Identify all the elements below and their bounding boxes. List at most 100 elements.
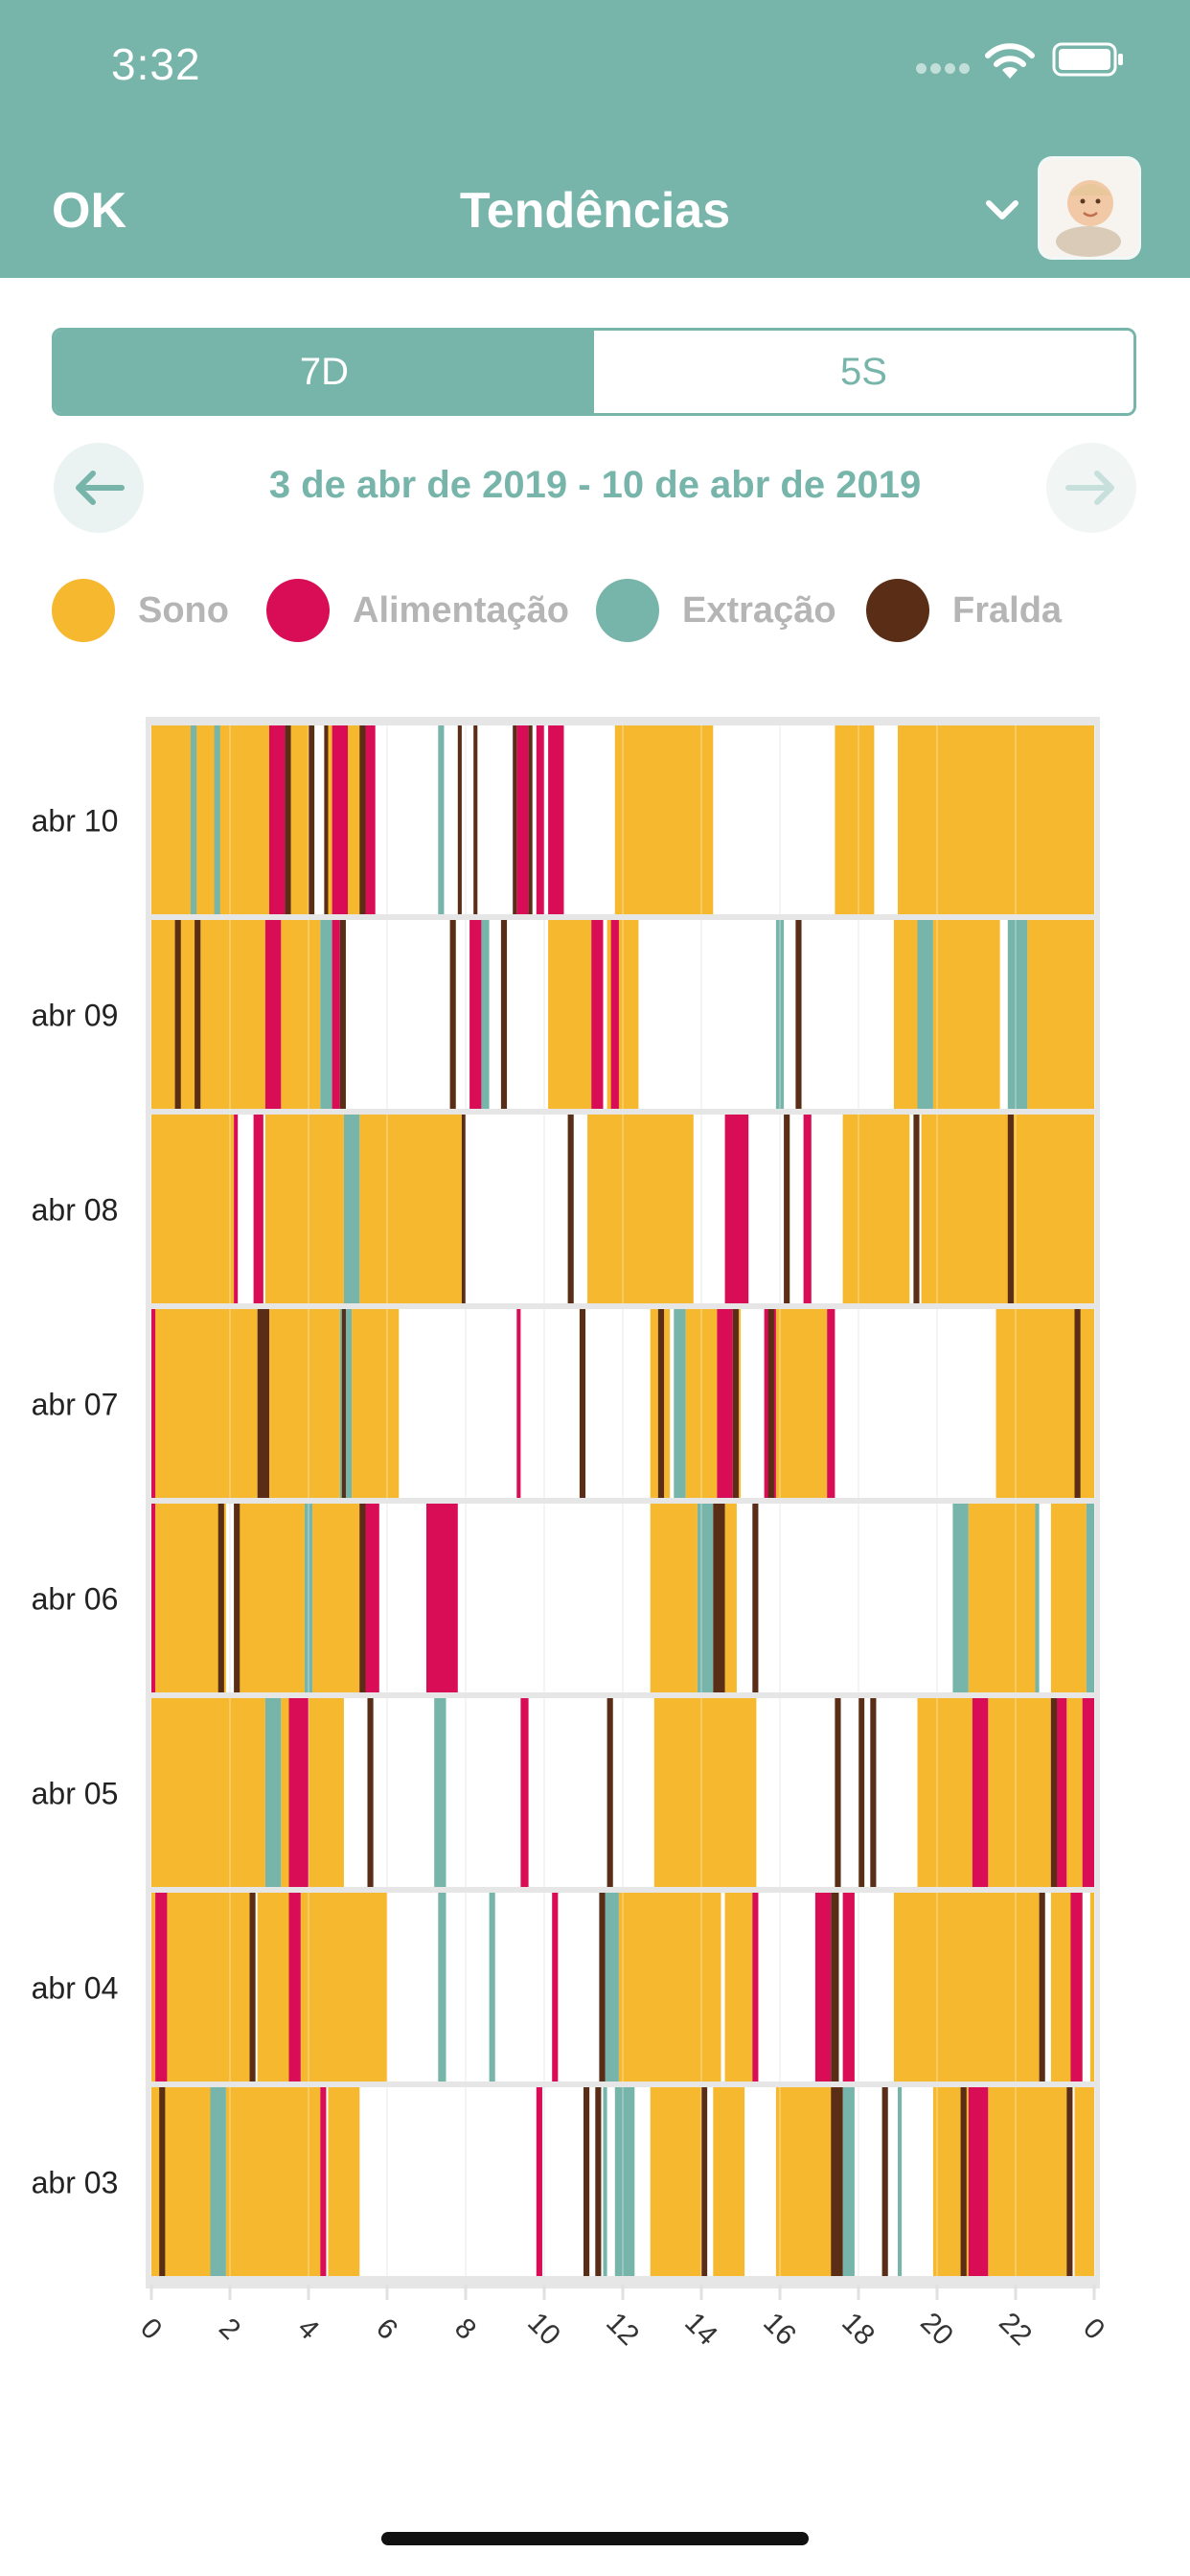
- bar-diaper: [513, 725, 517, 914]
- chevron-down-icon[interactable]: [983, 197, 1021, 224]
- x-tick-label: 2: [213, 2312, 246, 2346]
- bar-feeding: [320, 2087, 327, 2276]
- bar-feeding: [752, 1893, 759, 2082]
- x-tick-label: 0: [134, 2312, 168, 2346]
- bar-sleep: [618, 1893, 721, 2082]
- segment-5s[interactable]: 5S: [594, 331, 1133, 413]
- row-label: abr 05: [32, 1777, 119, 1811]
- bar-diaper: [1050, 1698, 1058, 1887]
- bar-feeding: [591, 920, 604, 1109]
- bar-pumping: [264, 1698, 282, 1887]
- bar-feeding: [155, 1893, 168, 2082]
- bar-sleep: [1074, 2087, 1094, 2276]
- bar-diaper: [159, 2087, 166, 2276]
- bar-sleep: [309, 1698, 344, 1887]
- bar-pumping: [489, 1893, 495, 2082]
- bar-diaper: [795, 920, 802, 1109]
- row-label: abr 07: [32, 1388, 119, 1422]
- battery-icon: [1052, 42, 1123, 77]
- bar-sleep: [281, 920, 321, 1109]
- bar-diaper: [457, 725, 462, 914]
- bar-pumping: [614, 2087, 635, 2276]
- bar-sleep: [988, 2087, 1067, 2276]
- bar-sleep: [968, 1504, 1036, 1692]
- bar-feeding: [288, 1698, 309, 1887]
- bar-feeding: [724, 1115, 749, 1303]
- bar-sleep: [1027, 920, 1094, 1109]
- bar-diaper: [339, 920, 346, 1109]
- bar-sleep: [264, 1115, 344, 1303]
- bar-feeding: [972, 1698, 989, 1887]
- bar-sleep: [151, 1309, 258, 1498]
- bar-sleep: [713, 2087, 745, 2276]
- bar-diaper: [257, 1309, 269, 1498]
- bar-sleep: [775, 2087, 835, 2276]
- bar-diaper: [732, 1309, 739, 1498]
- bar-pumping: [304, 1504, 313, 1692]
- app-header: 3:32 OK Tendências: [0, 0, 1190, 278]
- bar-diaper: [584, 2087, 590, 2276]
- bar-pumping: [438, 725, 445, 914]
- bar-sleep: [167, 1893, 250, 2082]
- next-range-button[interactable]: [1046, 443, 1136, 533]
- bar-sleep: [352, 1309, 400, 1498]
- home-indicator: [381, 2532, 809, 2545]
- bar-feeding: [269, 725, 286, 914]
- bar-diaper: [881, 2087, 888, 2276]
- bar-sleep: [151, 1893, 156, 2082]
- bar-feeding: [1082, 1698, 1094, 1887]
- bar-diaper: [473, 725, 478, 914]
- period-segmented-control: 7D 5S: [52, 328, 1136, 416]
- bar-sleep: [988, 1698, 1051, 1887]
- bar-feeding: [151, 1504, 156, 1692]
- x-tick-label: 16: [757, 2307, 802, 2352]
- bar-feeding: [516, 725, 529, 914]
- x-tick-label: 14: [678, 2307, 723, 2352]
- bar-diaper: [701, 2087, 708, 2276]
- baby-avatar[interactable]: [1041, 159, 1138, 257]
- bar-sleep: [650, 2087, 706, 2276]
- bar-diaper: [234, 1504, 240, 1692]
- bar-diaper: [528, 725, 533, 914]
- bar-sleep: [614, 725, 714, 914]
- bar-pumping: [917, 920, 933, 1109]
- bar-feeding: [717, 1309, 733, 1498]
- bar-sleep: [1066, 1698, 1083, 1887]
- bar-sleep: [653, 1698, 757, 1887]
- x-tick-label: 18: [835, 2307, 881, 2352]
- bar-feeding: [803, 1115, 812, 1303]
- legend-label-sleep: Sono: [138, 589, 229, 631]
- bar-sleep: [1089, 1893, 1094, 2082]
- bar-feeding: [536, 2087, 542, 2276]
- bar-pumping: [210, 2087, 226, 2276]
- bar-pumping: [603, 1893, 619, 2082]
- bar-pumping: [343, 1115, 360, 1303]
- bar-diaper: [500, 920, 508, 1109]
- bar-diaper: [1007, 1115, 1014, 1303]
- bar-sleep: [151, 725, 269, 914]
- segment-7d[interactable]: 7D: [55, 331, 594, 413]
- bar-pumping: [775, 920, 785, 1109]
- bar-diaper: [599, 1893, 606, 2082]
- bar-sleep: [650, 1504, 698, 1692]
- activity-timeline-chart: abr 10 abr 09 abr 08 abr 07 abr 06 abr 05 abr …: [32, 717, 1110, 2352]
- bar-pumping: [952, 1504, 969, 1692]
- arrow-right-icon: [1065, 471, 1114, 505]
- legend-swatch-diaper: [866, 579, 929, 642]
- bar-sleep: [300, 1893, 387, 2082]
- status-time: 3:32: [111, 39, 201, 89]
- bar-feeding: [264, 920, 282, 1109]
- bar-diaper: [309, 725, 315, 914]
- bar-feeding: [520, 1698, 529, 1887]
- previous-range-button[interactable]: [54, 443, 144, 533]
- bar-diaper: [767, 1309, 774, 1498]
- bar-feeding: [536, 725, 544, 914]
- ok-button[interactable]: OK: [52, 183, 126, 239]
- bar-diaper: [195, 920, 201, 1109]
- bar-sleep: [724, 1893, 753, 2082]
- bar-sleep: [281, 1698, 289, 1887]
- bar-pumping: [191, 725, 197, 914]
- bar-feeding: [1070, 1893, 1083, 2082]
- bar-sleep: [151, 1698, 265, 1887]
- bar-sleep: [835, 725, 875, 914]
